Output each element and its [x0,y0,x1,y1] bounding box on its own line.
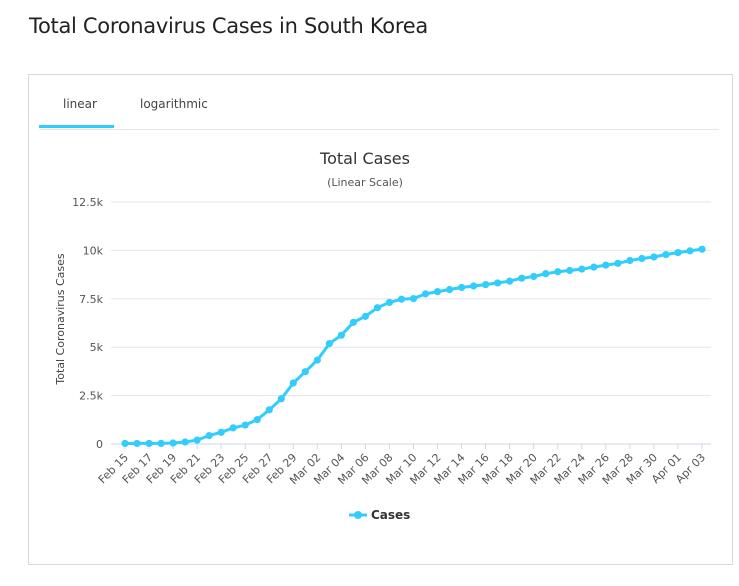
data-point[interactable] [277,395,285,403]
data-point[interactable] [554,268,562,276]
data-point[interactable] [662,250,670,259]
data-point[interactable] [325,339,333,348]
page-title: Total Coronavirus Cases in South Korea [29,14,428,38]
data-point[interactable] [157,439,165,447]
data-point[interactable] [205,432,213,440]
data-point[interactable] [145,439,153,448]
data-point[interactable] [566,266,574,275]
data-point[interactable] [578,265,586,273]
data-point[interactable] [133,439,141,448]
data-point[interactable] [241,421,249,429]
data-point[interactable] [301,368,309,376]
data-point[interactable] [253,415,261,424]
data-point[interactable] [421,290,430,298]
data-point[interactable] [530,272,538,281]
data-point[interactable] [614,259,622,267]
data-point[interactable] [349,318,357,326]
series-line-cases [124,247,703,445]
data-point[interactable] [602,261,610,269]
data-point[interactable] [385,298,394,307]
data-point[interactable] [494,279,502,287]
chart-title: Total Cases [319,149,410,168]
data-point[interactable] [590,263,598,271]
data-point[interactable] [181,438,189,446]
y-tick-label: 7.5k [79,293,103,306]
data-point[interactable] [674,248,682,257]
data-point[interactable] [121,439,129,448]
data-point[interactable] [337,331,345,339]
data-point[interactable] [169,439,177,447]
legend[interactable]: Cases [349,508,410,522]
data-point[interactable] [542,270,550,278]
tab-logarithmic[interactable]: logarithmic [140,97,208,111]
data-point[interactable] [650,253,658,261]
scale-tabs: linear logarithmic [39,85,719,130]
active-tab-indicator [39,125,114,128]
data-point[interactable] [506,277,514,285]
data-point[interactable] [445,285,454,294]
tab-linear[interactable]: linear [63,97,97,111]
legend-label: Cases [371,508,410,522]
legend-marker [354,511,362,519]
y-tick-label: 10k [83,244,104,257]
y-tick-label: 12.5k [72,196,103,209]
data-point[interactable] [470,282,478,290]
data-point[interactable] [457,283,466,292]
data-point[interactable] [433,288,442,296]
data-point[interactable] [409,294,418,303]
chart-subtitle: (Linear Scale) [327,176,403,189]
y-tick-label: 0 [96,438,103,451]
y-axis-label: Total Coronavirus Cases [54,253,67,386]
data-point[interactable] [193,436,201,444]
data-point[interactable] [217,428,225,436]
data-point[interactable] [229,424,237,432]
data-point[interactable] [289,379,297,387]
data-point[interactable] [686,247,694,255]
chart-card: linear logarithmic Total Cases (Linear S… [28,74,733,565]
chart: Total Cases (Linear Scale) Total Coronav… [54,149,711,522]
y-tick-label: 5k [90,341,104,354]
data-point[interactable] [482,280,490,289]
data-point[interactable] [373,304,382,312]
y-tick-label: 2.5k [79,390,103,403]
data-point[interactable] [313,356,321,364]
data-point[interactable] [265,406,273,414]
data-point[interactable] [626,256,634,265]
data-point[interactable] [638,254,646,263]
data-point[interactable] [518,274,526,282]
data-point[interactable] [361,312,370,320]
data-point[interactable] [698,245,706,253]
data-point[interactable] [397,295,406,303]
